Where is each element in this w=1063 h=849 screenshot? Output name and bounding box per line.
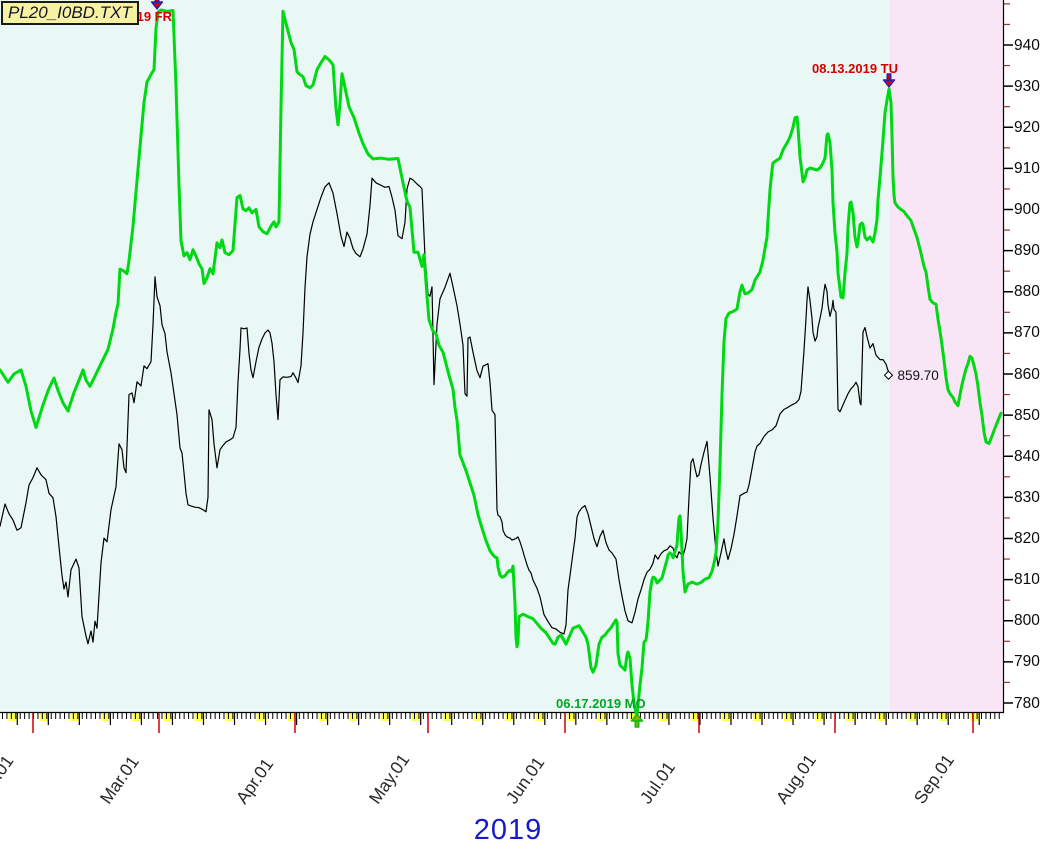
x-axis-month-label: Aug.01 [771,750,820,808]
y-axis-label: 840 [1014,447,1040,465]
y-axis-label: 830 [1014,488,1040,506]
year-label: 2019 [473,814,543,846]
weekend-highlight-ticks [8,713,980,721]
x-axis-month-label: May.01 [364,750,414,808]
chart-title-box[interactable]: PL20_I0BD.TXT [1,1,139,25]
last-value-label: 859.70 [897,368,939,384]
y-axis-label: 820 [1014,530,1040,547]
y-axis-label: 890 [1014,242,1040,260]
forecast-zone [890,0,1003,712]
y-axis-label: 860 [1014,365,1040,383]
x-axis-month-label: Jun.01 [501,752,549,808]
annotation-date-label-jun: 06.17.2019 MO [556,696,646,711]
y-axis-label: 850 [1014,406,1040,424]
chart-title-label: PL20_I0BD.TXT [8,3,132,22]
y-axis-label: 940 [1014,36,1040,54]
y-axis-label: 780 [1014,694,1040,712]
y-axis-label: 870 [1014,324,1040,342]
arrow-up-marker [630,713,644,728]
y-axis-label: 880 [1014,283,1040,301]
x-axis-month-label: Jul.01 [635,757,679,808]
chart-plot-area[interactable] [0,0,1003,712]
y-axis-label: 810 [1014,571,1040,589]
y-axis-label: 900 [1014,201,1040,218]
y-axis-label: 910 [1014,159,1040,177]
y-axis-label: 790 [1014,653,1040,671]
x-axis-month-label: Feb.01 [0,751,18,808]
y-axis-label: 930 [1014,77,1040,95]
y-axis-label: 920 [1014,118,1040,136]
x-axis-month-label: Apr.01 [231,754,278,808]
x-axis-month-label: Mar.01 [95,752,143,808]
x-axis-month-label: Sep.01 [909,750,958,808]
y-axis-label: 800 [1014,612,1040,630]
annotation-date-label-aug: 08.13.2019 TU [812,61,899,76]
